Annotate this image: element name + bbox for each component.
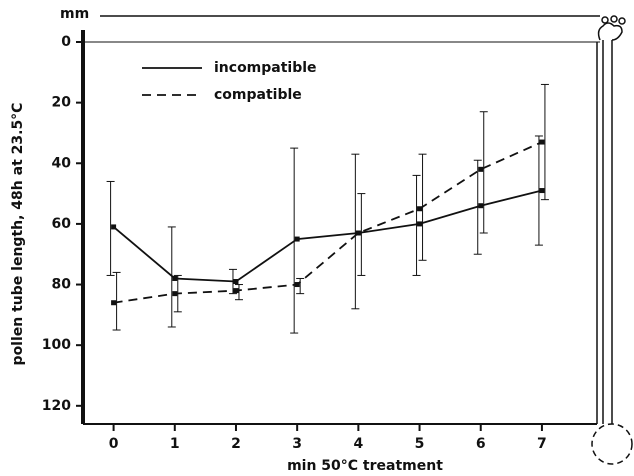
point — [294, 236, 300, 242]
point — [417, 221, 423, 227]
y-tick-label: 20 — [52, 95, 72, 111]
point — [539, 139, 545, 145]
y-tick-label: 60 — [52, 216, 72, 232]
point — [111, 300, 117, 306]
point — [539, 188, 545, 194]
point — [111, 224, 117, 230]
point — [417, 206, 423, 212]
y-tick-label: 120 — [42, 398, 71, 414]
point — [172, 291, 178, 297]
x-tick-label: 5 — [415, 436, 425, 452]
legend-label: incompatible — [214, 60, 317, 76]
x-tick-label: 4 — [353, 436, 363, 452]
y-tick-label: 0 — [61, 34, 71, 50]
point — [233, 279, 239, 285]
legend-label: compatible — [214, 87, 302, 103]
point — [233, 288, 239, 294]
unit-label: mm — [60, 6, 89, 22]
series-line — [113, 141, 543, 304]
point — [478, 203, 484, 209]
point — [172, 275, 178, 281]
x-tick-label: 0 — [109, 436, 119, 452]
y-tick-label: 80 — [52, 277, 72, 293]
x-tick-label: 6 — [476, 436, 486, 452]
point — [355, 230, 361, 236]
point — [478, 166, 484, 172]
pollen-tube-drawing — [591, 15, 633, 465]
series-line — [113, 189, 543, 283]
y-tick-label: 100 — [42, 337, 71, 353]
x-tick-label: 2 — [231, 436, 241, 452]
point — [294, 282, 300, 288]
y-axis-label: pollen tube length, 48h at 23.5°C — [10, 103, 26, 366]
x-tick-label: 1 — [170, 436, 180, 452]
x-tick-label: 3 — [292, 436, 302, 452]
x-axis-label: min 50°C treatment — [287, 458, 443, 474]
y-tick-label: 40 — [52, 155, 72, 171]
x-tick-label: 7 — [537, 436, 547, 452]
